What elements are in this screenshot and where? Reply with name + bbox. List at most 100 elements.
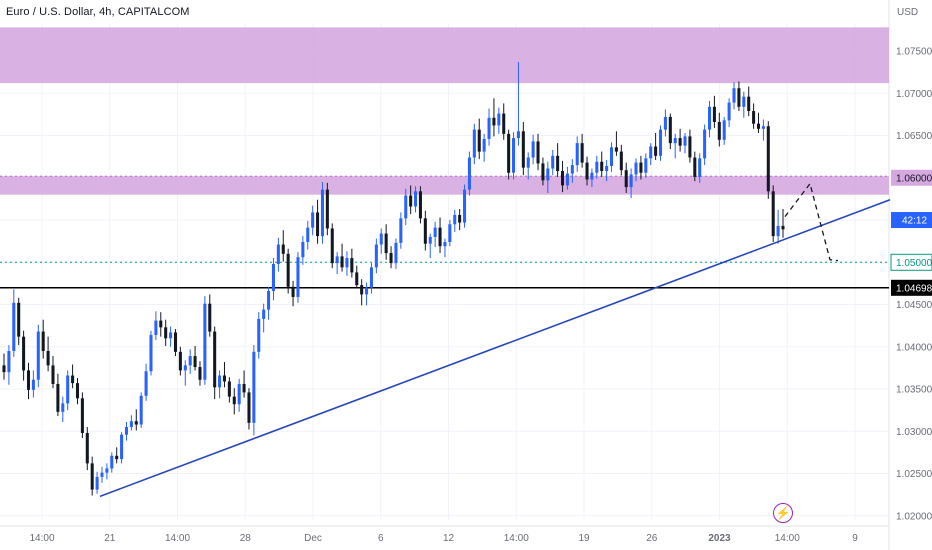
candle-body <box>531 141 535 158</box>
candle-body <box>771 191 775 237</box>
price-label: 1.05000 <box>890 253 932 271</box>
candle-body <box>512 138 516 173</box>
y-tick-label: 1.06500 <box>896 131 932 142</box>
projection-path <box>784 182 839 262</box>
zone-rect <box>0 176 889 195</box>
candle-body <box>90 463 94 490</box>
candle-body <box>110 455 114 469</box>
candle-body <box>737 88 741 107</box>
candle-body <box>51 365 55 384</box>
candle-body <box>516 131 520 139</box>
candle-body <box>394 242 398 264</box>
candle-body <box>222 375 226 382</box>
x-tick-label: 6 <box>378 533 384 544</box>
candle-body <box>409 195 413 207</box>
candle-body <box>134 421 138 425</box>
candle-body <box>458 214 462 223</box>
candle-body <box>61 403 65 412</box>
trendline <box>99 199 891 498</box>
chart-title: Euro / U.S. Dollar, 4h, CAPITALCOM <box>6 6 190 18</box>
candle-body <box>384 233 388 253</box>
candle-body <box>164 327 168 339</box>
candle-body <box>286 253 290 287</box>
candle-body <box>761 126 765 129</box>
candle-body <box>727 102 731 121</box>
candle-body <box>340 256 344 268</box>
candle-body <box>316 212 320 237</box>
x-tick-label: 2023 <box>708 533 731 544</box>
candle-body <box>712 106 716 123</box>
candle-body <box>467 157 471 190</box>
candle-body <box>80 398 84 433</box>
candle-body <box>428 236 432 244</box>
candle-body <box>590 172 594 180</box>
candle-body <box>443 242 447 247</box>
candle-body <box>575 143 579 166</box>
candle-body <box>227 381 231 397</box>
price-label-bg <box>891 212 932 229</box>
candle-body <box>663 116 667 130</box>
candle-body <box>369 267 373 288</box>
candle-body <box>565 173 569 186</box>
candle-body <box>242 383 246 393</box>
candle-body <box>7 351 11 373</box>
candle-body <box>173 332 177 352</box>
price-label-text: 1.04698 <box>896 283 932 294</box>
candle-body <box>115 455 119 460</box>
candle-body <box>193 356 197 368</box>
candle-body <box>178 351 182 371</box>
x-tick-label: Dec <box>304 533 322 544</box>
candle-body <box>703 129 707 159</box>
x-tick-label: 26 <box>646 533 658 544</box>
price-label-bg <box>890 253 932 271</box>
candle-body <box>281 244 285 254</box>
candle-body <box>183 365 187 371</box>
candle-body <box>71 375 75 384</box>
candle-body <box>247 392 251 423</box>
candle-body <box>658 129 663 156</box>
x-tick-label: 21 <box>104 533 116 544</box>
y-tick-label: 1.03500 <box>896 385 932 396</box>
candle-body <box>414 191 418 207</box>
lightning-icon[interactable]: ⚡ <box>773 503 793 523</box>
candle-body <box>561 171 565 186</box>
candle-body <box>203 303 207 380</box>
candle-body <box>26 370 31 390</box>
candle-body <box>105 468 109 473</box>
candle-body <box>144 371 148 396</box>
candle-body <box>320 189 324 237</box>
candle-body <box>614 147 618 152</box>
candle-body <box>208 303 212 332</box>
candle-body <box>497 113 501 126</box>
candle-body <box>541 163 545 181</box>
price-label-text: 1.06000 <box>896 173 932 184</box>
candle-body <box>776 225 780 237</box>
candle-body <box>639 162 643 173</box>
candle-body <box>139 395 143 425</box>
candle-body <box>360 285 364 295</box>
y-tick-label: 1.07500 <box>896 47 932 58</box>
candle-body <box>399 218 403 243</box>
candle-body <box>418 191 422 219</box>
candle-body <box>271 263 275 292</box>
candle-body <box>722 120 726 140</box>
candle-body <box>75 383 80 399</box>
candle-body <box>521 131 525 168</box>
candle-body <box>257 318 261 352</box>
candle-body <box>526 157 530 168</box>
candle-body <box>624 170 628 188</box>
y-tick-label: 1.07000 <box>896 89 932 100</box>
candle-body <box>570 165 574 174</box>
candle-body <box>22 336 26 371</box>
candle-body <box>404 195 408 219</box>
candle-body <box>335 256 339 264</box>
candle-body <box>31 379 35 390</box>
x-tick-label: 9 <box>852 533 858 544</box>
candle-body <box>595 161 599 173</box>
candle-body <box>492 117 496 126</box>
candle-body <box>124 427 129 435</box>
candle-body <box>262 309 266 319</box>
candle-body <box>311 212 315 228</box>
x-tick-label: 28 <box>240 533 252 544</box>
